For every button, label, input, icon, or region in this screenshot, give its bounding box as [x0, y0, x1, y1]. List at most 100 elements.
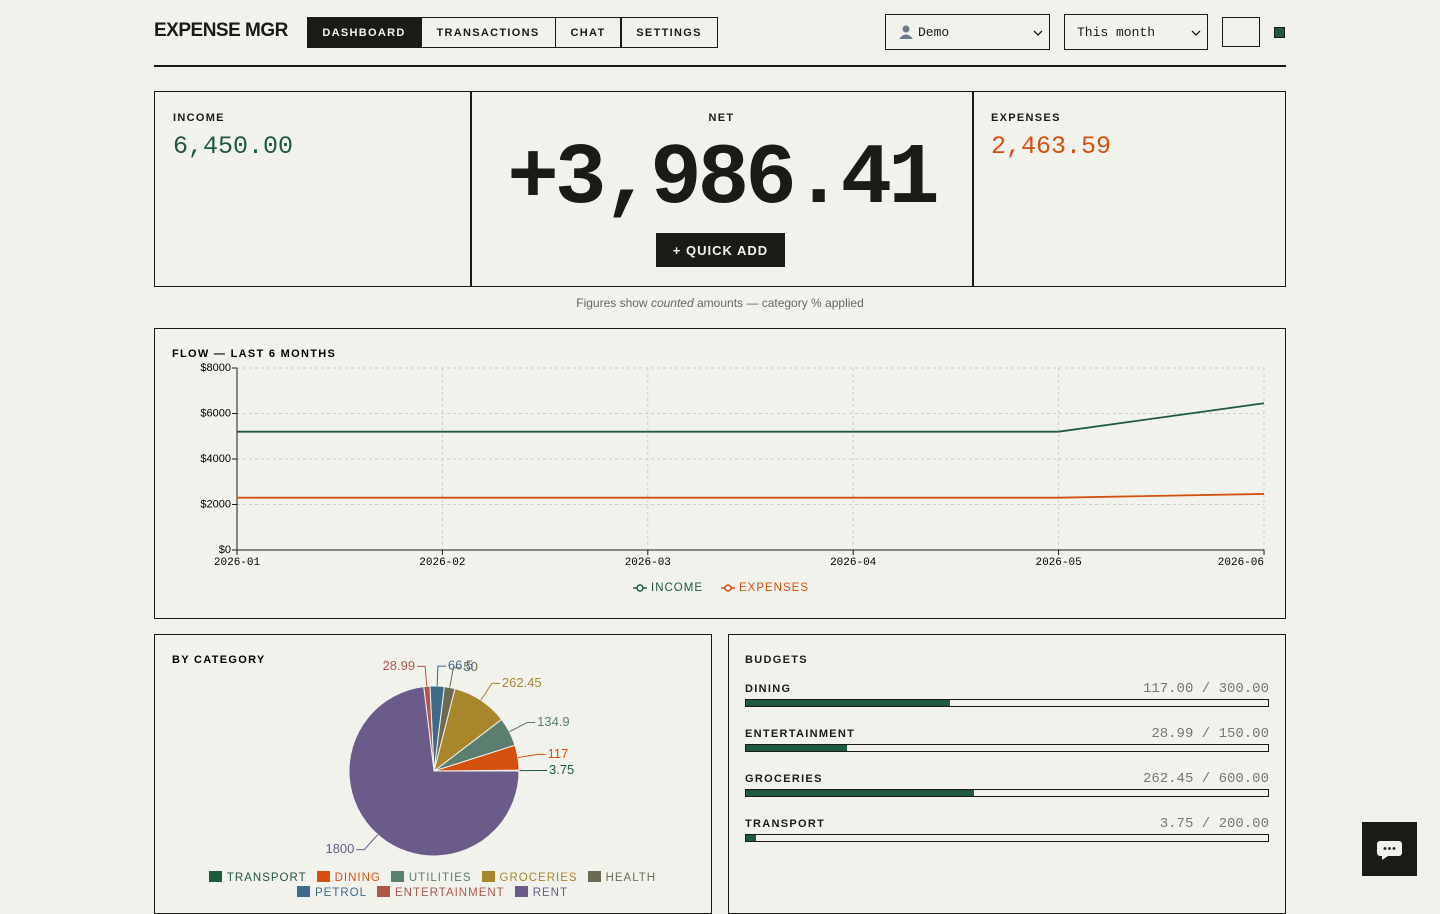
- legend-label: ENTERTAINMENT: [395, 887, 505, 899]
- period-name: This month: [1077, 25, 1155, 40]
- quick-add-button[interactable]: + QUICK ADD: [656, 233, 785, 267]
- budget-name: GROCERIES: [745, 773, 823, 785]
- budget-track: [745, 744, 1269, 752]
- nav-tab[interactable]: TRANSACTIONS: [420, 17, 556, 48]
- legend-swatch: [725, 585, 731, 591]
- chat-button[interactable]: [1362, 822, 1417, 876]
- budget-limit: 300.00: [1219, 681, 1269, 697]
- budget-bar: [746, 700, 950, 706]
- budget-bar: [746, 790, 974, 796]
- legend-swatch: [637, 585, 643, 591]
- chart-title: FLOW — LAST 6 MONTHS: [172, 348, 336, 360]
- brand: EXPENSE MGR: [154, 20, 288, 42]
- budget-row: GROCERIES 262.45 / 600.00: [745, 773, 1269, 818]
- legend-label: GROCERIES: [500, 872, 578, 884]
- income-value: 6,450.00: [173, 132, 293, 161]
- budget-spent: 3.75: [1160, 816, 1194, 832]
- budget-name: DINING: [745, 683, 791, 695]
- theme-toggle[interactable]: [1222, 17, 1260, 47]
- budgets-panel: BUDGETS DINING 117.00 / 300.00 ENTERTAINME…: [728, 634, 1286, 914]
- chevron: [1033, 29, 1043, 37]
- budget-name: TRANSPORT: [745, 818, 825, 830]
- legend-label: PETROL: [315, 887, 367, 899]
- slice-label: 262.45: [502, 675, 542, 690]
- x-tick-label: 2026-06: [1218, 557, 1264, 569]
- nav: DASHBOARD TRANSACTIONS CHAT SETTINGS: [308, 17, 718, 48]
- header-rule: [154, 65, 1286, 67]
- user-name: Demo: [918, 25, 949, 40]
- net-label: NET: [471, 112, 972, 124]
- pie-chart: BY CATEGORY 3.75117134.9262.455066.528.9…: [155, 635, 710, 870]
- income-label: INCOME: [173, 112, 225, 124]
- legend-swatch: [391, 871, 404, 882]
- flow-chart: FLOW — LAST 6 MONTHS $0$2000$4000$6000$8…: [155, 329, 1284, 617]
- budget-amount: 28.99 / 150.00: [1151, 726, 1269, 742]
- legend-label: EXPENSES: [739, 582, 809, 594]
- y-tick-label: $2000: [200, 498, 231, 510]
- x-tick-label: 2026-03: [625, 557, 671, 569]
- summary: INCOME 6,450.00 NET +3,986.41 + QUICK AD…: [154, 91, 1286, 287]
- legend-swatch: [297, 886, 310, 897]
- budget-separator: /: [1202, 726, 1210, 742]
- legend-item: TRANSPORT: [209, 871, 307, 884]
- budget-limit: 200.00: [1219, 816, 1269, 832]
- series-line: [237, 494, 1264, 498]
- budget-track: [745, 789, 1269, 797]
- budget-track: [745, 834, 1269, 842]
- x-tick-label: 2026-02: [419, 557, 465, 569]
- y-tick-label: $8000: [200, 362, 231, 374]
- flow-panel: FLOW — LAST 6 MONTHS $0$2000$4000$6000$8…: [154, 328, 1286, 619]
- note-text: amounts — category % applied: [697, 296, 864, 310]
- note-emphasis: counted: [651, 296, 694, 310]
- budget-limit: 150.00: [1219, 726, 1269, 742]
- slice-label: 134.9: [537, 714, 570, 729]
- legend-swatch: [515, 886, 528, 897]
- leader-line: [356, 835, 377, 850]
- budget-row: TRANSPORT 3.75 / 200.00: [745, 818, 1269, 863]
- moon-icon: [1223, 18, 1258, 45]
- legend-label: UTILITIES: [409, 872, 472, 884]
- x-tick-label: 2026-04: [830, 557, 877, 569]
- slice-label: 1800: [325, 841, 354, 856]
- user-select[interactable]: Demo: [885, 14, 1050, 50]
- budgets-title: BUDGETS: [745, 654, 808, 666]
- leader-line: [417, 666, 427, 686]
- legend-item: RENT: [515, 886, 568, 899]
- series-line: [237, 403, 1264, 431]
- budget-bar: [746, 835, 756, 841]
- legend-label: HEALTH: [606, 872, 657, 884]
- expenses-label: EXPENSES: [991, 112, 1061, 124]
- y-tick-label: $6000: [200, 407, 231, 419]
- budget-amount: 3.75 / 200.00: [1160, 816, 1269, 832]
- legend-item: HEALTH: [588, 871, 657, 884]
- budget-spent: 117.00: [1143, 681, 1193, 697]
- slice-label: 66.5: [448, 658, 473, 673]
- legend-swatch: [377, 886, 390, 897]
- budget-separator: /: [1202, 816, 1210, 832]
- slice-label: 117: [548, 746, 569, 761]
- user-icon: [898, 24, 914, 40]
- budget-amount: 262.45 / 600.00: [1143, 771, 1269, 787]
- budget-spent: 262.45: [1143, 771, 1193, 787]
- net-value: +3,986.41: [471, 130, 972, 228]
- expenses-value: 2,463.59: [991, 132, 1111, 161]
- status-indicator: [1274, 27, 1285, 38]
- y-tick-label: $4000: [200, 453, 231, 465]
- period-select[interactable]: This month: [1064, 14, 1208, 50]
- legend-swatch: [317, 871, 330, 882]
- legend-swatch: [482, 871, 495, 882]
- nav-tab[interactable]: DASHBOARD: [307, 17, 422, 48]
- divider: [972, 92, 974, 286]
- budget-name: ENTERTAINMENT: [745, 728, 855, 740]
- nav-tab[interactable]: CHAT: [555, 17, 622, 48]
- legend-item: ENTERTAINMENT: [377, 886, 505, 899]
- nav-tab[interactable]: SETTINGS: [620, 17, 718, 48]
- leader-line: [518, 754, 546, 757]
- legend-swatch: [588, 871, 601, 882]
- budget-spent: 28.99: [1151, 726, 1193, 742]
- leader-line: [437, 666, 446, 686]
- legend-item: PETROL: [297, 886, 367, 899]
